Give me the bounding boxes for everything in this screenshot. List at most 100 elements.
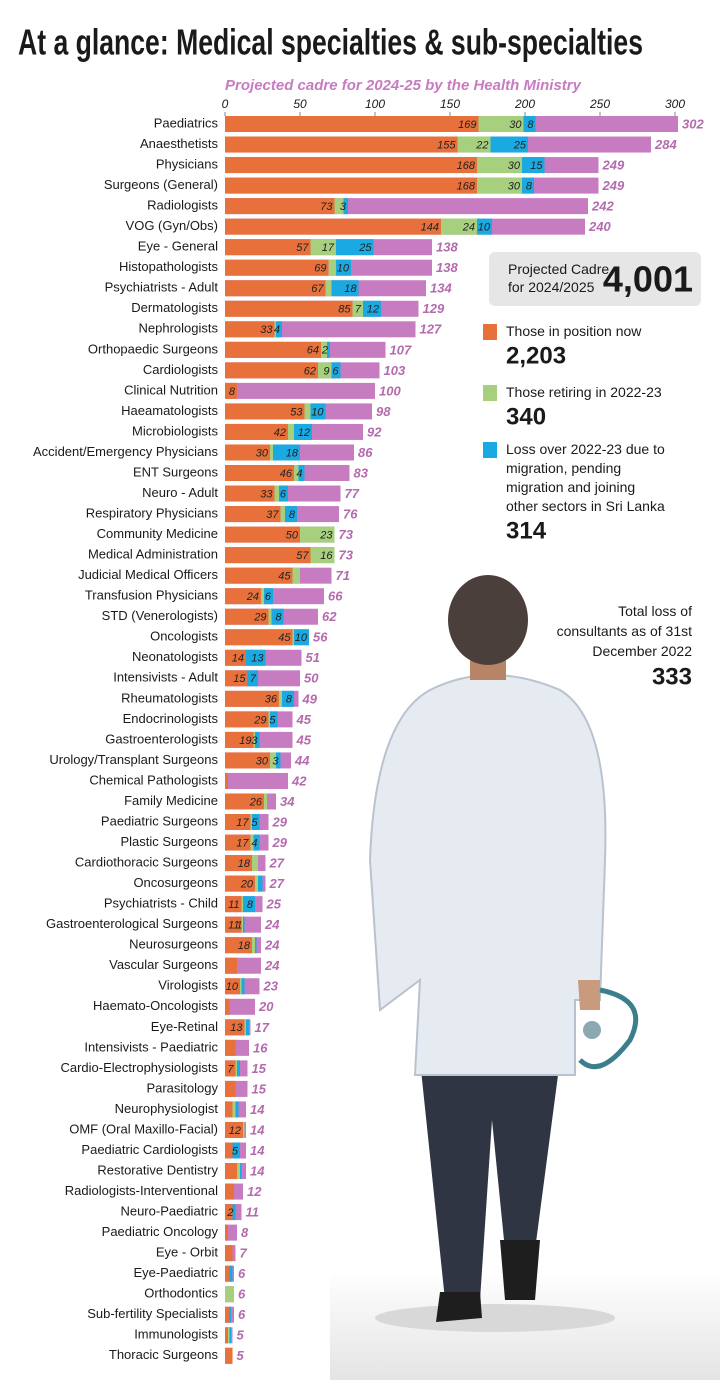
bar-segment: [229, 1265, 233, 1282]
segment-label: 18: [344, 283, 357, 295]
segment-label: 2: [321, 345, 328, 357]
category-label: Eye - Orbit: [156, 1245, 219, 1260]
x-tick-label: 50: [293, 97, 307, 111]
segment-label: 13: [251, 653, 264, 665]
segment-label: 144: [421, 222, 439, 234]
bar-segment: [310, 547, 335, 564]
bar-segment: [288, 423, 294, 440]
bar-segment: [258, 875, 263, 892]
category-label: Haemato-Oncologists: [93, 998, 218, 1013]
category-label: Neurophysiologist: [115, 1101, 219, 1116]
cadre-label: 138: [436, 260, 458, 275]
bar-segment: [225, 978, 240, 995]
segment-label: 19: [239, 735, 251, 747]
category-label: Surgeons (General): [104, 177, 218, 192]
bar-segment: [225, 547, 311, 564]
segment-label: 17: [236, 837, 249, 849]
category-label: Parasitology: [146, 1080, 218, 1095]
cadre-label: 249: [602, 178, 625, 193]
bar-segment: [264, 793, 267, 810]
bar-segment: [252, 814, 260, 831]
bar-segment: [253, 834, 260, 851]
category-label: STD (Venerologists): [102, 608, 218, 623]
bar-segment: [225, 157, 477, 174]
cadre-label: 16: [253, 1040, 268, 1055]
category-label: ENT Surgeons: [133, 464, 219, 479]
bar-segment: [225, 259, 329, 276]
segment-label: 3: [251, 735, 258, 747]
segment-label: 7: [227, 1063, 234, 1075]
bar-segment: [225, 896, 242, 913]
legend-swatch: [483, 324, 497, 340]
cadre-label: 6: [238, 1266, 246, 1281]
cadre-label: 86: [358, 445, 373, 460]
category-label: Transfusion Physicians: [85, 588, 219, 603]
title: At a glance: Medical specialties & sub-s…: [18, 22, 643, 63]
bar-segment: [225, 1183, 234, 1200]
cadre-label: 34: [280, 794, 295, 809]
bar-segment: [225, 382, 237, 399]
segment-label: 69: [314, 263, 326, 275]
category-label: Neuro - Adult: [142, 485, 218, 500]
bar-segment: [225, 403, 305, 420]
cadre-label: 138: [436, 240, 458, 255]
cadre-label: 15: [252, 1061, 267, 1076]
segment-label: 20: [240, 879, 254, 891]
bar-segment: [441, 218, 477, 235]
segment-label: 8: [526, 180, 533, 192]
bar-segment: [264, 588, 273, 605]
category-label: Radiologists: [147, 198, 218, 213]
segment-label: 8: [229, 386, 236, 398]
cadre-label: 76: [343, 507, 358, 522]
segment-label: 3: [340, 201, 347, 213]
category-label: Paediatrics: [154, 115, 219, 130]
segment-label: 25: [358, 242, 372, 254]
segment-label: 24: [246, 591, 259, 603]
bar-segment: [274, 485, 279, 502]
legend-total: 314: [506, 517, 547, 544]
bar-segment: [225, 793, 264, 810]
category-label: Cardiologists: [143, 362, 219, 377]
x-tick-label: 100: [365, 97, 385, 111]
bar-segment: [225, 608, 269, 625]
bar-segment: [225, 998, 230, 1015]
bar-segment: [225, 1060, 236, 1077]
segment-label: 67: [311, 283, 324, 295]
category-label: Radiologists-Interventional: [65, 1183, 218, 1198]
segment-label: 169: [458, 119, 476, 131]
category-label: Community Medicine: [97, 526, 218, 541]
bar-segment: [328, 259, 336, 276]
cadre-label: 56: [313, 630, 328, 645]
bar-segment: [225, 1245, 233, 1262]
category-label: Restorative Dentistry: [97, 1162, 218, 1177]
category-label: Eye-Retinal: [151, 1019, 218, 1034]
segment-label: 3: [272, 755, 279, 767]
segment-label: 5: [251, 817, 258, 829]
segment-label: 10: [478, 222, 491, 234]
segment-label: 9: [323, 365, 329, 377]
category-label: Thoracic Surgeons: [109, 1347, 219, 1362]
legend-swatch: [483, 385, 497, 401]
bar-segment: [225, 198, 335, 215]
cadre-label: 8: [241, 1225, 249, 1240]
segment-label: 11: [228, 920, 239, 932]
cadre-label: 14: [250, 1102, 265, 1117]
bar-segment: [225, 1265, 230, 1282]
bar-segment: [268, 711, 270, 728]
bar-segment: [225, 875, 255, 892]
bar-segment: [294, 629, 309, 646]
bar-segment: [225, 1080, 236, 1097]
segment-label: 4: [251, 837, 257, 849]
cadre-label: 134: [430, 281, 452, 296]
bar-segment: [225, 321, 275, 338]
cadre-label: 73: [339, 548, 354, 563]
segment-label: 7: [355, 304, 362, 316]
bar-segment: [225, 1204, 233, 1221]
category-label: Gastroenterological Surgeons: [46, 916, 218, 931]
bar-segment: [237, 1163, 240, 1180]
cadre-label: 24: [264, 938, 280, 953]
cadre-label: 49: [302, 691, 318, 706]
bar-segment: [321, 341, 327, 358]
bar-segment: [225, 752, 270, 769]
bar-segment: [225, 136, 458, 153]
